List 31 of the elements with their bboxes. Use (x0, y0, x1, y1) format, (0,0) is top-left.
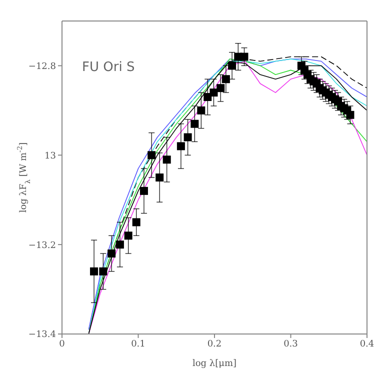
y-tick-label: −13.2 (28, 240, 56, 251)
point (148, 151, 156, 160)
x-tick-label: 0.4 (360, 339, 374, 350)
x-axis-title: log λ[μm] (192, 359, 237, 369)
point (216, 84, 225, 92)
point (162, 156, 171, 164)
y-tick-label: −12.8 (28, 62, 56, 72)
y-tick-label: −13.4 (28, 330, 56, 340)
x-tick-label: 0.2 (207, 339, 222, 350)
x-tick-label: 0.3 (284, 339, 298, 350)
point (90, 267, 98, 276)
point (99, 267, 108, 276)
point (210, 88, 218, 97)
point (190, 120, 199, 128)
y-tick-label: 13 (44, 151, 56, 162)
point (240, 52, 248, 61)
point (176, 142, 185, 150)
point (197, 106, 206, 114)
point (156, 174, 164, 182)
point (132, 218, 140, 226)
point (124, 232, 132, 240)
point (222, 75, 230, 84)
annotation: FU Ori S (82, 60, 135, 75)
x-tick-label: 0.1 (131, 339, 146, 350)
x-tick-label: 0 (59, 339, 66, 350)
point (116, 240, 124, 249)
point (228, 62, 236, 70)
point (184, 133, 192, 142)
point (108, 250, 116, 258)
point (346, 110, 354, 119)
point (140, 186, 148, 195)
